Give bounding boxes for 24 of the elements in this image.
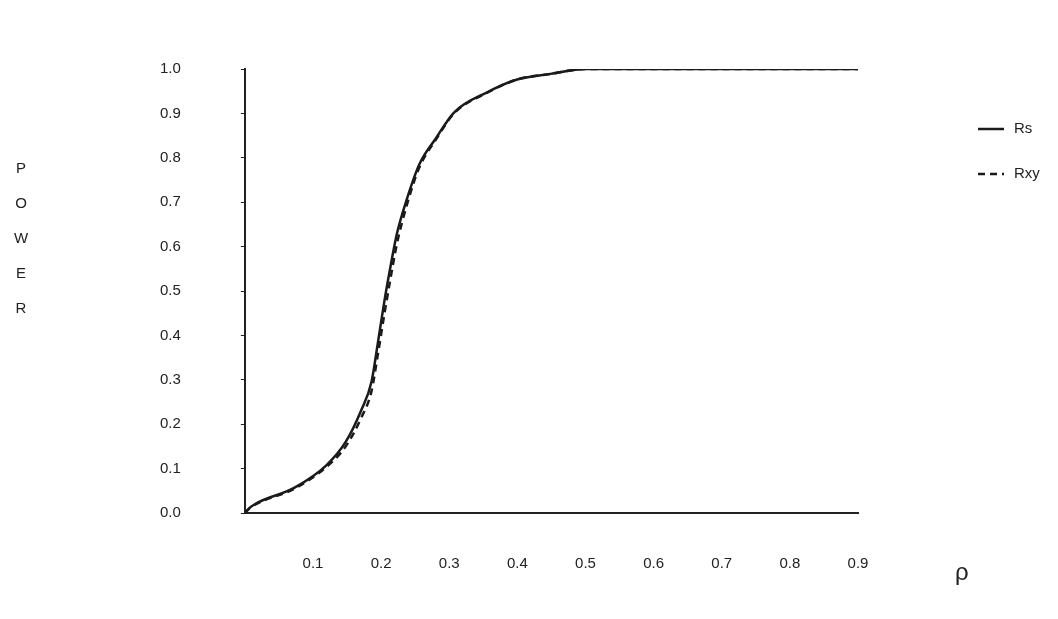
y-tick-label: 0.9 xyxy=(159,103,181,121)
x-tick-label: 0.6 xyxy=(643,554,665,572)
legend-label: Rs xyxy=(1014,119,1033,137)
x-tick-label: 0.8 xyxy=(779,554,801,572)
y-tick-label: 0.4 xyxy=(159,325,181,343)
x-tick-label: 0.4 xyxy=(506,554,528,572)
x-tick-label: 0.2 xyxy=(370,554,392,572)
y-tick-label: 0.0 xyxy=(159,503,181,521)
x-axis-title: ρ xyxy=(955,558,969,586)
y-tick-label: 0.1 xyxy=(159,458,181,476)
legend-label: Rxy xyxy=(1014,164,1041,182)
x-tick-label: 0.5 xyxy=(575,554,596,572)
text: POWER xyxy=(14,159,29,316)
x-tick-label: 0.7 xyxy=(711,554,733,572)
y-tick-label: 0.6 xyxy=(159,236,181,254)
x-tick-label: 0.3 xyxy=(438,554,460,572)
x-tick-label: 0.9 xyxy=(847,554,869,572)
y-tick-label: 0.2 xyxy=(159,414,181,432)
x-tick-label: 0.1 xyxy=(302,554,324,572)
y-tick-label: 0.3 xyxy=(159,369,181,387)
y-tick-label: 0.7 xyxy=(159,192,181,210)
y-tick-label: 0.5 xyxy=(159,281,181,299)
y-tick-label: 0.8 xyxy=(159,147,181,165)
y-tick-label: 1.0 xyxy=(159,59,181,77)
